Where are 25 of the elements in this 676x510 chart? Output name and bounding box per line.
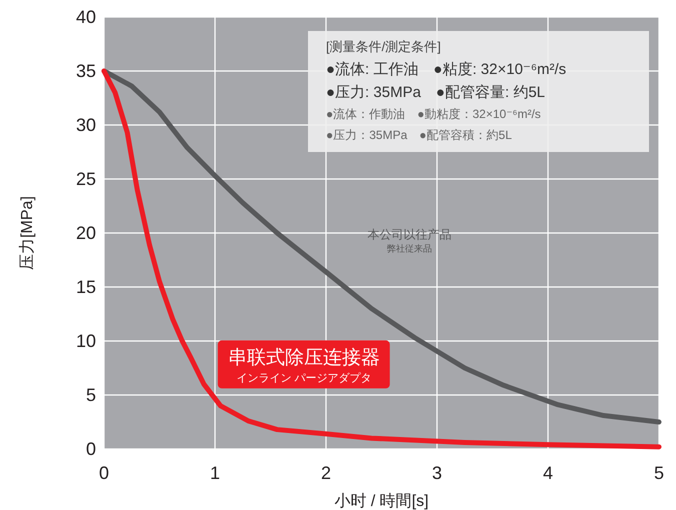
annotation: ●压力: 35MPa ●配管容量: 约5L <box>326 84 546 101</box>
x-tick-label: 1 <box>210 463 220 483</box>
x-tick-label: 0 <box>98 463 110 483</box>
y-tick-label: 25 <box>76 169 96 189</box>
y-tick-label: 20 <box>76 223 96 243</box>
x-tick-label: 3 <box>432 463 442 483</box>
annotation: ●流体：作動油 ●動粘度：32×10⁻⁶m²/s <box>326 107 541 121</box>
x-axis-title: 小时 / 時間[s] <box>334 492 429 510</box>
y-tick-label: 30 <box>76 115 96 135</box>
y-tick-label: 35 <box>76 61 96 81</box>
y-tick-label: 0 <box>86 439 96 459</box>
series-label: 串联式除压连接器 <box>228 347 380 368</box>
annotation: [测量条件/測定条件] <box>326 39 441 54</box>
y-axis-title: 压力[MPa] <box>18 196 36 270</box>
annotation: ●流体: 工作油 ●粘度: 32×10⁻⁶m²/s <box>326 61 566 78</box>
x-tick-label: 5 <box>654 463 664 483</box>
x-tick-label: 4 <box>542 463 554 483</box>
annotation: 弊社従来品 <box>386 243 432 254</box>
annotation: ●压力：35MPa ●配管容積：約5L <box>326 128 512 142</box>
y-tick-label: 15 <box>76 277 96 297</box>
y-tick-label: 10 <box>76 331 96 351</box>
y-tick-label: 5 <box>86 385 96 405</box>
x-tick-label: 2 <box>320 463 332 483</box>
y-tick-label: 40 <box>76 7 96 27</box>
annotation: インライン パージアダプタ <box>236 371 372 384</box>
